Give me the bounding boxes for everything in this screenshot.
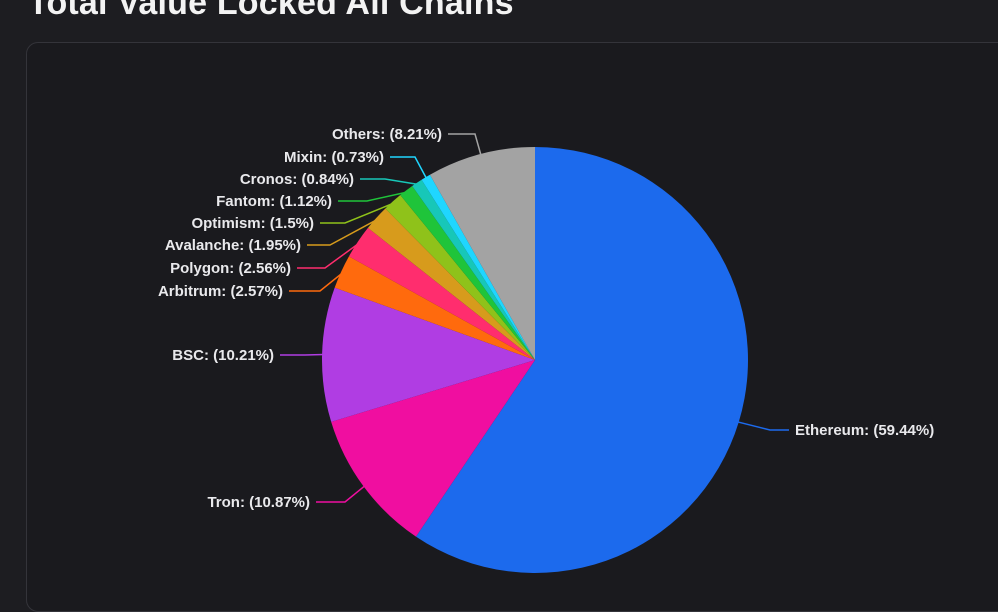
slice-label-polygon: Polygon: (2.56%) <box>170 260 291 277</box>
page-title: Total Value Locked All Chains <box>28 0 514 22</box>
pie-chart: Ethereum: (59.44%) Tron: (10.87%) BSC: (10… <box>158 126 934 573</box>
pie-slice-arbitrum[interactable] <box>334 256 535 360</box>
pie-slice-fantom[interactable] <box>400 185 535 360</box>
label-leader-lines <box>280 133 789 503</box>
slice-label-tron: Tron: (10.87%) <box>207 494 310 511</box>
leader-line-others <box>448 133 482 157</box>
slice-labels: Ethereum: (59.44%) Tron: (10.87%) BSC: (10… <box>158 126 934 511</box>
leader-line-cronos <box>360 178 419 186</box>
slice-label-cronos: Cronos: (0.84%) <box>240 171 354 188</box>
slice-label-ethereum: Ethereum: (59.44%) <box>795 422 934 439</box>
pie-slice-mixin[interactable] <box>421 174 535 360</box>
leader-line-arbitrum <box>289 271 344 292</box>
slice-label-arbitrum: Arbitrum: (2.57%) <box>158 283 283 300</box>
pie-slice-tron[interactable] <box>331 360 535 537</box>
leader-line-ethereum <box>736 420 789 431</box>
leader-line-avalanche <box>307 218 379 246</box>
leader-line-polygon <box>297 242 360 269</box>
pie-slices <box>321 147 748 573</box>
pie-slice-cronos[interactable] <box>412 179 535 360</box>
pie-slice-polygon[interactable] <box>348 227 535 360</box>
pie-slice-bsc[interactable] <box>321 287 535 422</box>
slice-label-bsc: BSC: (10.21%) <box>172 347 274 364</box>
pie-slice-others[interactable] <box>429 147 535 360</box>
leader-line-optimism <box>320 202 395 224</box>
leader-line-bsc <box>280 353 325 356</box>
leader-line-tron <box>316 484 366 503</box>
pie-slice-avalanche[interactable] <box>367 208 535 360</box>
slice-label-optimism: Optimism: (1.5%) <box>191 215 314 232</box>
slice-label-fantom: Fantom: (1.12%) <box>216 193 332 210</box>
leader-line-mixin <box>390 156 428 180</box>
pie-slice-ethereum[interactable] <box>415 147 748 573</box>
pie-slice-optimism[interactable] <box>385 195 535 360</box>
leader-line-fantom <box>338 191 408 202</box>
slice-label-mixin: Mixin: (0.73%) <box>284 149 384 166</box>
slice-label-avalanche: Avalanche: (1.95%) <box>165 237 301 254</box>
slice-label-others: Others: (8.21%) <box>332 126 442 143</box>
